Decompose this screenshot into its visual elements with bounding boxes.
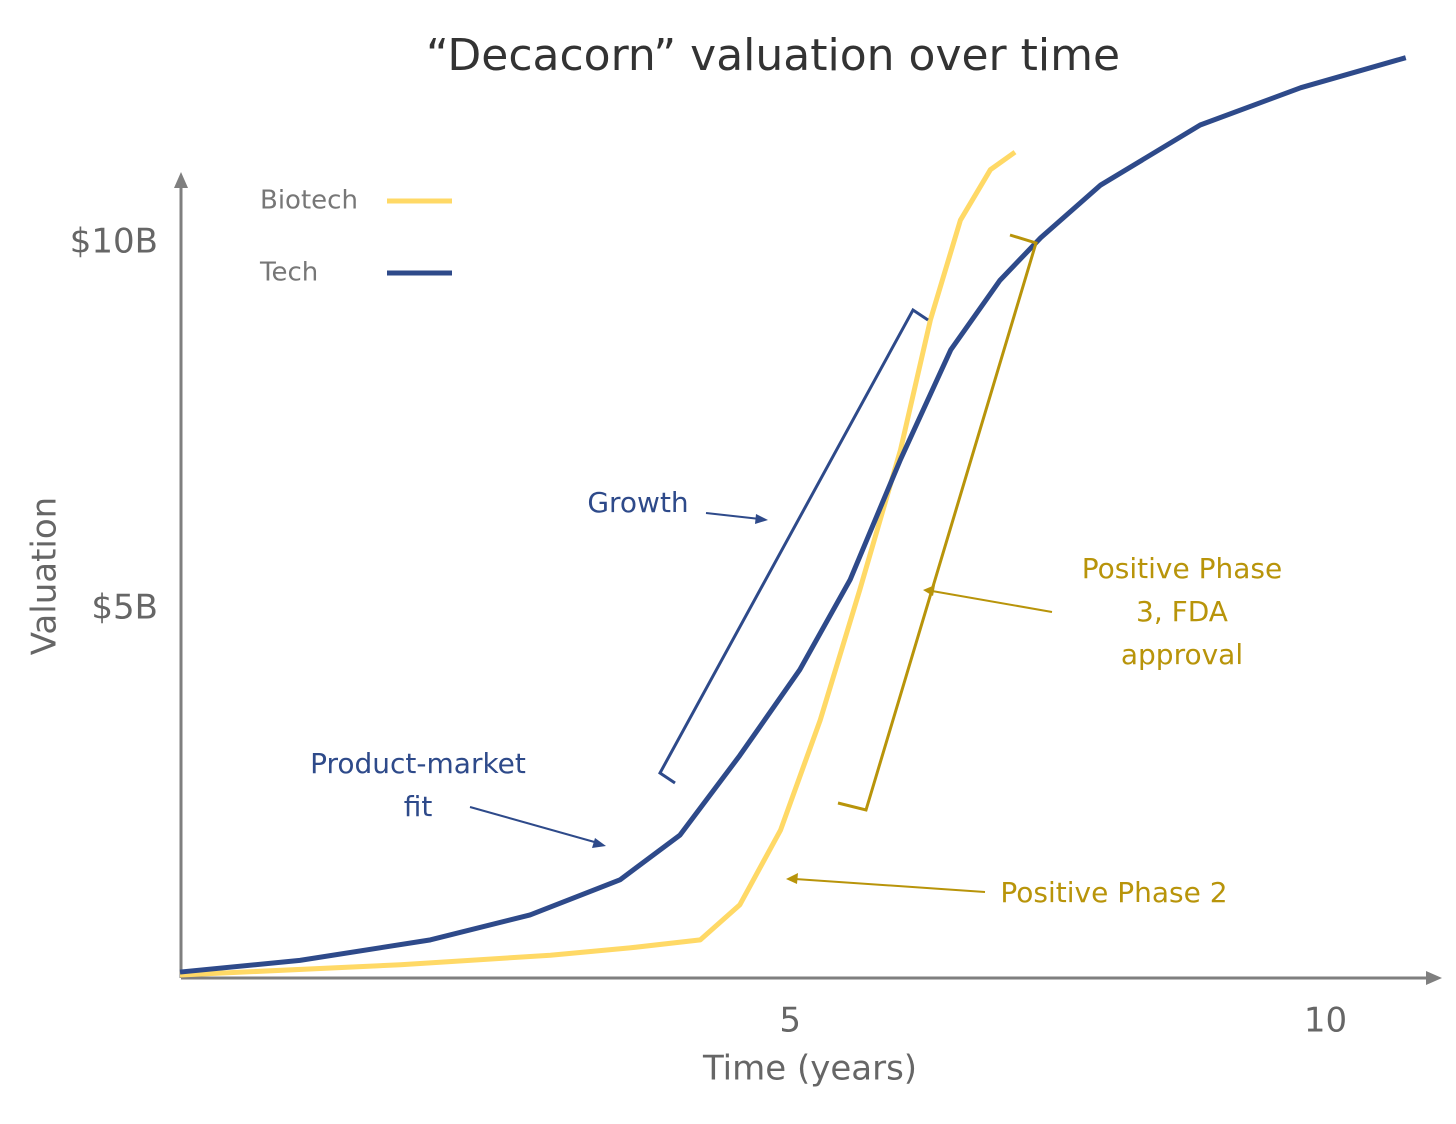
annotation: Positive Phase 2 bbox=[1000, 876, 1227, 909]
y-tick-label: $5B bbox=[91, 587, 158, 627]
y-tick-label: $10B bbox=[70, 221, 158, 261]
arrow bbox=[794, 878, 986, 893]
series-line bbox=[179, 55, 1407, 975]
axes bbox=[174, 172, 1442, 985]
x-tick-label: 5 bbox=[779, 1001, 801, 1041]
arrowhead bbox=[755, 514, 768, 524]
arrowhead bbox=[592, 838, 606, 848]
annotation: Growth bbox=[587, 486, 688, 519]
series-line bbox=[179, 150, 1017, 978]
phase3-bracket bbox=[837, 233, 1038, 812]
arrowhead bbox=[923, 585, 935, 596]
annotation-shapes bbox=[469, 233, 1053, 893]
y-arrow bbox=[174, 172, 188, 188]
arrow bbox=[469, 806, 599, 844]
x-arrow bbox=[1426, 971, 1442, 985]
legend-label: Tech bbox=[259, 258, 318, 288]
x-tick-label: 10 bbox=[1304, 1001, 1347, 1041]
annotation: Product-market bbox=[310, 747, 526, 780]
annotation: 3, FDA bbox=[1136, 595, 1228, 628]
annotation: approval bbox=[1121, 638, 1243, 671]
y-axis-label: Valuation bbox=[25, 497, 65, 655]
growth-bracket bbox=[658, 307, 929, 785]
chart-title: “Decacorn” valuation over time bbox=[426, 30, 1120, 81]
x-axis-label: Time (years) bbox=[702, 1049, 917, 1089]
annotation: fit bbox=[404, 790, 433, 823]
arrow bbox=[705, 512, 761, 520]
annotation: Positive Phase bbox=[1082, 552, 1282, 585]
arrow bbox=[931, 590, 1053, 613]
legend-label: Biotech bbox=[260, 186, 358, 216]
arrowhead bbox=[786, 873, 798, 884]
